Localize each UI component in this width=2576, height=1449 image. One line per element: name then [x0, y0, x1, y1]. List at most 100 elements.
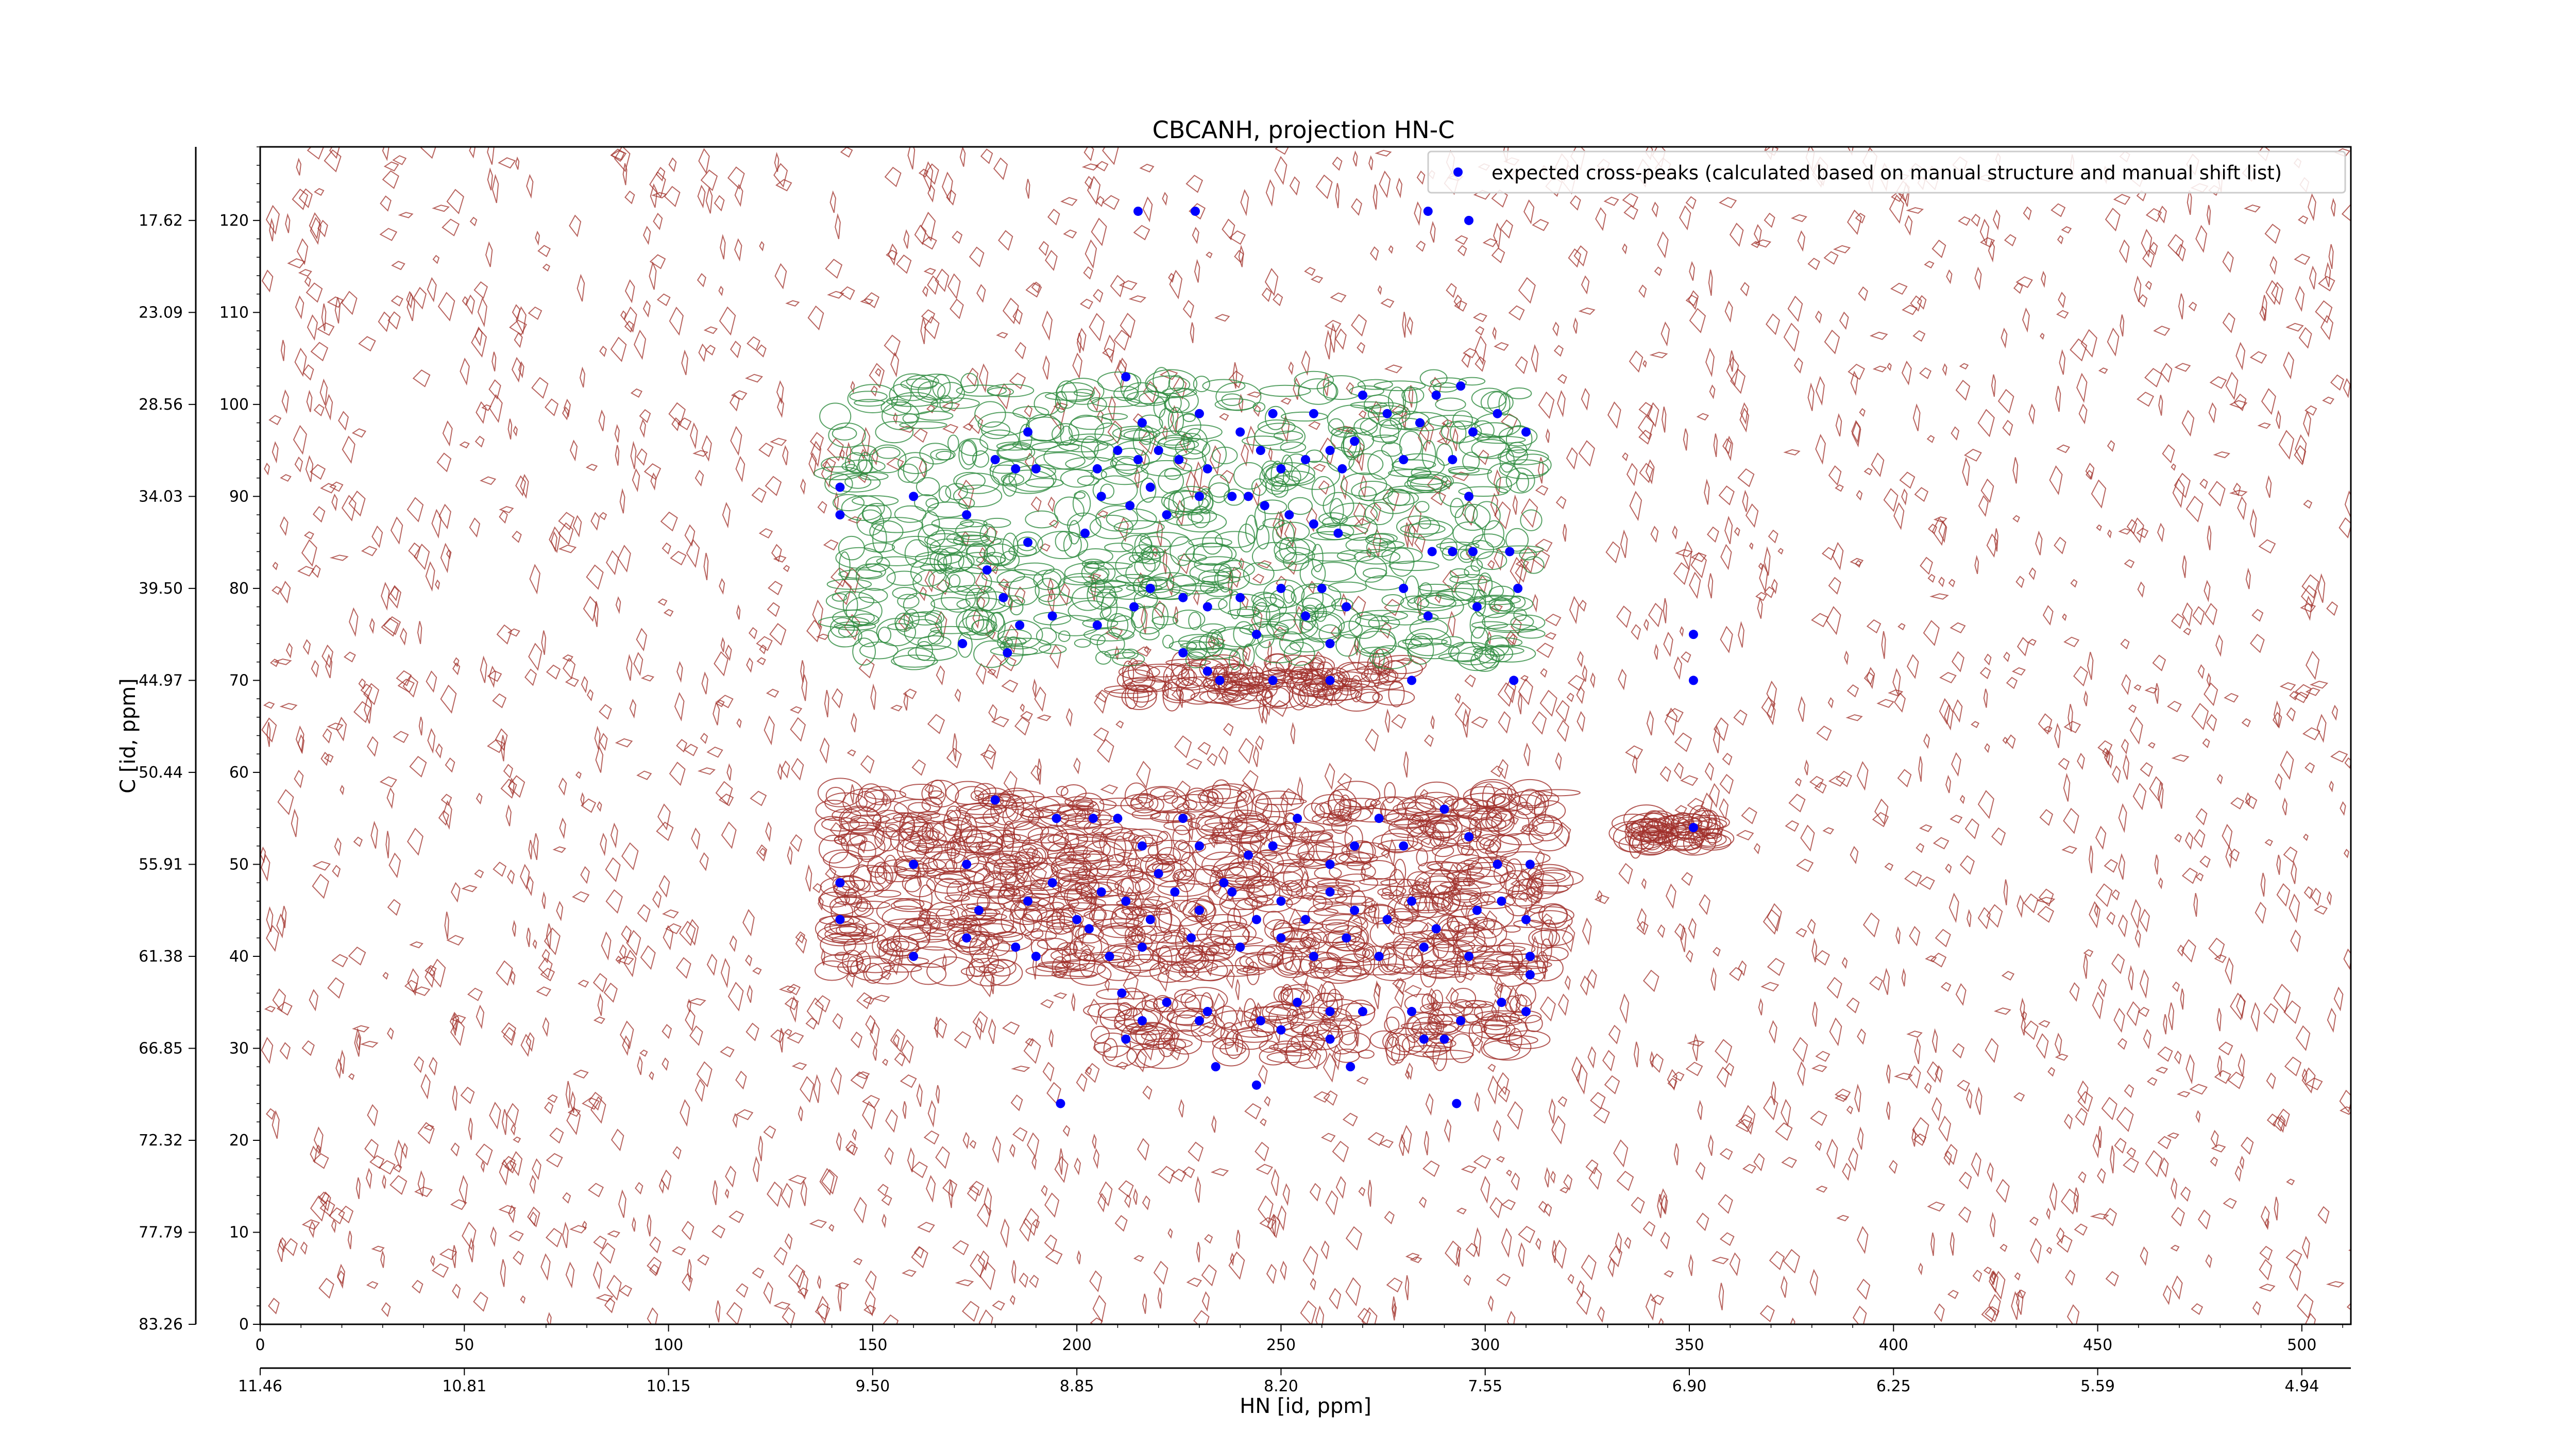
peak-contour — [1340, 515, 1378, 541]
noise-contour — [808, 452, 817, 477]
cross-peak-point — [1080, 528, 1090, 538]
noise-contour — [1836, 1215, 1850, 1222]
cross-peak-point — [1342, 933, 1351, 943]
noise-contour — [2322, 396, 2334, 405]
noise-contour — [1089, 313, 1105, 342]
noise-contour — [2188, 301, 2197, 312]
noise-contour — [1386, 1277, 1403, 1293]
noise-contour — [2327, 1007, 2336, 1033]
noise-contour — [1076, 332, 1082, 353]
peak-contour — [1220, 1022, 1239, 1046]
noise-contour — [1473, 1227, 1482, 1257]
noise-contour — [1557, 374, 1567, 384]
noise-contour — [1133, 1188, 1138, 1205]
cross-peak-point — [1509, 676, 1519, 685]
noise-contour — [698, 343, 707, 362]
noise-contour — [2315, 300, 2333, 324]
peak-contour — [1213, 560, 1255, 579]
noise-contour — [1660, 1232, 1670, 1250]
noise-contour — [489, 1102, 501, 1130]
peak-contour — [1157, 945, 1173, 975]
noise-contour — [1682, 541, 1692, 571]
noise-contour — [2087, 652, 2094, 680]
cross-peak-point — [1023, 427, 1033, 437]
peak-contour — [1168, 491, 1185, 518]
peak-contour — [1296, 885, 1345, 900]
noise-contour — [1410, 1256, 1422, 1263]
noise-contour — [2121, 738, 2129, 755]
noise-contour — [341, 495, 357, 521]
noise-contour — [1828, 776, 1846, 787]
noise-contour — [621, 842, 639, 870]
noise-contour — [774, 151, 779, 172]
noise-contour — [276, 1001, 293, 1016]
noise-contour — [438, 810, 449, 826]
noise-contour — [364, 1139, 379, 1159]
peak-contour — [1151, 616, 1179, 626]
noise-contour — [1767, 703, 1776, 726]
noise-contour — [558, 512, 575, 531]
noise-contour — [1740, 282, 1750, 297]
noise-contour — [1811, 937, 1818, 963]
peak-contour — [1083, 1003, 1131, 1018]
noise-contour — [812, 883, 822, 894]
noise-contour — [759, 644, 767, 654]
noise-contour — [782, 1307, 795, 1324]
peak-contour — [1301, 1021, 1344, 1051]
noise-contour — [2175, 244, 2186, 262]
noise-contour — [890, 704, 903, 712]
noise-contour — [2023, 893, 2039, 914]
peak-contour — [1074, 491, 1086, 499]
noise-contour — [736, 604, 741, 620]
peak-contour — [1183, 428, 1208, 454]
noise-contour — [665, 923, 682, 935]
noise-contour — [846, 1144, 858, 1156]
peak-contour — [1134, 834, 1164, 847]
noise-contour — [1201, 1264, 1217, 1287]
noise-contour — [783, 565, 790, 572]
noise-contour — [1740, 1105, 1756, 1135]
peak-contour — [990, 646, 1038, 656]
noise-contour — [718, 794, 734, 806]
peak-contour — [1178, 634, 1219, 649]
noise-contour — [1330, 292, 1347, 303]
peak-contour — [1014, 562, 1055, 576]
noise-contour — [1267, 1214, 1281, 1238]
noise-contour — [1590, 1092, 1606, 1109]
peak-contour — [1235, 814, 1263, 823]
cross-peak-point — [1431, 390, 1441, 400]
cross-peak-point — [1194, 1016, 1204, 1025]
noise-contour — [545, 1227, 563, 1248]
noise-contour — [2157, 523, 2165, 543]
noise-contour — [914, 224, 927, 245]
noise-contour — [1619, 993, 1630, 1024]
noise-contour — [1079, 298, 1094, 310]
noise-contour — [370, 820, 378, 849]
noise-contour — [476, 401, 487, 424]
peak-contour — [1195, 811, 1223, 839]
peak-contour — [1067, 853, 1114, 862]
noise-contour — [599, 704, 612, 720]
noise-contour — [396, 670, 412, 686]
peak-contour — [854, 902, 874, 917]
noise-contour — [1615, 1232, 1622, 1254]
peak-contour — [984, 543, 1016, 567]
noise-contour — [1758, 998, 1764, 1016]
peak-contour — [941, 585, 976, 613]
noise-contour — [1931, 1028, 1938, 1053]
peak-contour — [1192, 945, 1204, 955]
noise-contour — [858, 658, 875, 679]
noise-contour — [397, 679, 415, 693]
peak-contour — [1164, 467, 1181, 480]
peak-contour — [1415, 501, 1430, 513]
peak-contour — [1118, 664, 1160, 680]
peak-contour — [1216, 628, 1264, 648]
noise-contour — [1869, 976, 1884, 991]
peak-contour — [921, 796, 943, 813]
peak-contour — [1415, 791, 1459, 815]
peak-contour — [926, 873, 971, 894]
noise-contour — [2279, 682, 2296, 691]
noise-contour — [2305, 1312, 2316, 1324]
noise-contour — [988, 1018, 996, 1044]
noise-contour — [1582, 917, 1592, 946]
